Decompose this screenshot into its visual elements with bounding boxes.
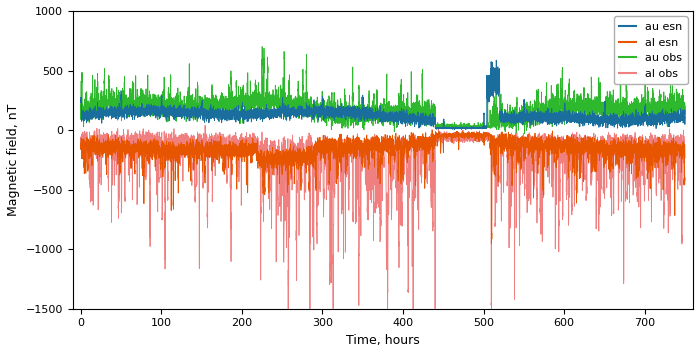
al esn: [552, 160, 561, 164]
au esn: [76, 98, 85, 103]
au obs: [199, 105, 208, 109]
al obs: [466, 132, 475, 137]
au obs: [679, 93, 687, 97]
al esn: [466, 134, 475, 138]
al esn: [199, 149, 208, 153]
au esn: [492, 58, 500, 62]
al esn: [76, 142, 85, 147]
al esn: [206, 147, 214, 152]
al obs: [76, 136, 85, 141]
au obs: [552, 90, 561, 95]
Legend: au esn, al esn, au obs, al obs: au esn, al esn, au obs, al obs: [614, 17, 687, 84]
au obs: [303, 115, 312, 119]
Line: au obs: au obs: [80, 47, 685, 133]
au esn: [681, 115, 690, 119]
al obs: [206, 137, 214, 141]
Line: al esn: al esn: [80, 130, 685, 243]
au esn: [199, 108, 208, 113]
au esn: [552, 116, 561, 121]
Y-axis label: Magnetic field, nT: Magnetic field, nT: [7, 104, 20, 216]
X-axis label: Time, hours: Time, hours: [346, 334, 420, 347]
al esn: [487, 241, 496, 245]
au esn: [679, 115, 687, 119]
al esn: [302, 148, 311, 153]
au obs: [466, 125, 475, 129]
au obs: [206, 104, 214, 109]
al esn: [681, 155, 690, 160]
au esn: [302, 112, 311, 116]
al obs: [284, 307, 293, 311]
al esn: [679, 140, 687, 144]
au obs: [258, 45, 266, 49]
al obs: [199, 152, 208, 156]
al obs: [552, 201, 561, 205]
al obs: [679, 143, 687, 148]
au obs: [76, 113, 85, 117]
au esn: [457, 127, 466, 131]
al obs: [201, 123, 209, 127]
au esn: [206, 113, 214, 118]
al esn: [428, 128, 436, 132]
au obs: [681, 104, 690, 108]
au obs: [520, 131, 528, 136]
al obs: [681, 178, 690, 183]
Line: al obs: al obs: [80, 125, 685, 309]
Line: au esn: au esn: [80, 60, 685, 129]
au esn: [466, 126, 475, 130]
al obs: [303, 148, 312, 153]
